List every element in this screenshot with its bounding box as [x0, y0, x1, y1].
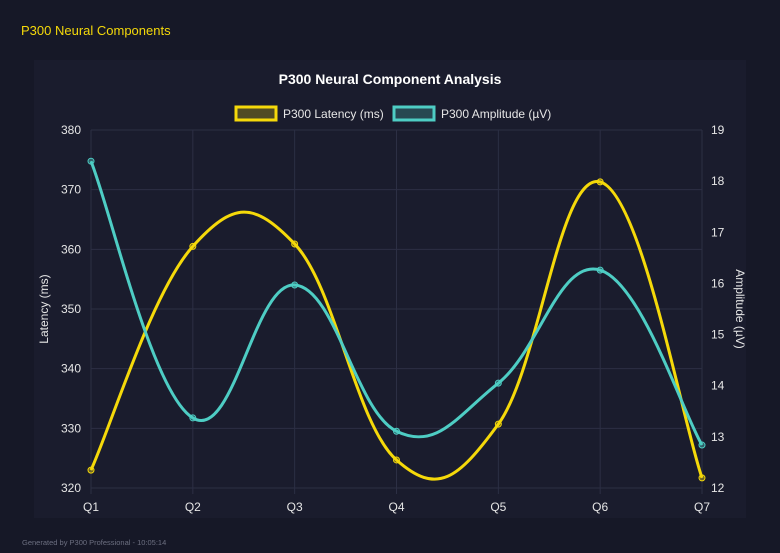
- data-point: [698, 441, 706, 449]
- data-point: [393, 456, 400, 464]
- data-point: [596, 178, 604, 186]
- x-tick-label: Q6: [592, 500, 608, 514]
- chart-card: [34, 60, 746, 518]
- legend-swatch: [392, 105, 436, 122]
- y-left-tick-label: 320: [61, 481, 81, 495]
- x-tick-label: Q5: [490, 500, 506, 514]
- series-line: [89, 180, 704, 481]
- y-right-tick-label: 13: [711, 430, 725, 444]
- y-left-tick-label: 380: [61, 123, 81, 137]
- data-point: [291, 281, 299, 289]
- data-point: [393, 427, 400, 435]
- data-point: [189, 414, 197, 422]
- y-left-tick-label: 340: [61, 362, 81, 376]
- legend-label: P300 Amplitude (µV): [441, 107, 551, 121]
- y-right-tick-label: 19: [711, 123, 725, 137]
- y-left-tick-label: 330: [61, 421, 81, 435]
- y-right-tick-label: 12: [711, 481, 725, 495]
- y-left-tick-label: 370: [61, 183, 81, 197]
- data-point: [291, 240, 299, 248]
- x-tick-label: Q4: [388, 500, 404, 514]
- y-right-tick-label: 17: [711, 225, 725, 239]
- data-point: [87, 157, 95, 165]
- footer-text: Generated by P300 Professional - 10:05:1…: [22, 538, 167, 547]
- y-left-tick-label: 360: [61, 242, 81, 256]
- y-right-tick-label: 18: [711, 174, 725, 188]
- legend-swatch: [234, 105, 278, 122]
- y-left-axis-label: Latency (ms): [37, 274, 51, 343]
- app-title: P300 Neural Components: [21, 23, 171, 38]
- y-right-axis-label: Amplitude (µV): [733, 269, 747, 349]
- data-point: [494, 379, 502, 387]
- x-tick-label: Q7: [694, 500, 710, 514]
- data-point: [596, 266, 604, 274]
- series-line: [89, 160, 704, 446]
- chart-title: P300 Neural Component Analysis: [279, 71, 502, 87]
- x-tick-label: Q2: [185, 500, 201, 514]
- data-point: [494, 420, 502, 428]
- x-tick-label: Q1: [83, 500, 99, 514]
- y-left-tick-label: 350: [61, 302, 81, 316]
- data-point: [87, 466, 95, 474]
- legend-label: P300 Latency (ms): [283, 107, 384, 121]
- x-tick-label: Q3: [287, 500, 303, 514]
- data-point: [189, 242, 197, 250]
- data-point: [698, 474, 706, 482]
- y-right-tick-label: 16: [711, 276, 725, 290]
- y-right-tick-label: 14: [711, 379, 725, 393]
- y-right-tick-label: 15: [711, 328, 725, 342]
